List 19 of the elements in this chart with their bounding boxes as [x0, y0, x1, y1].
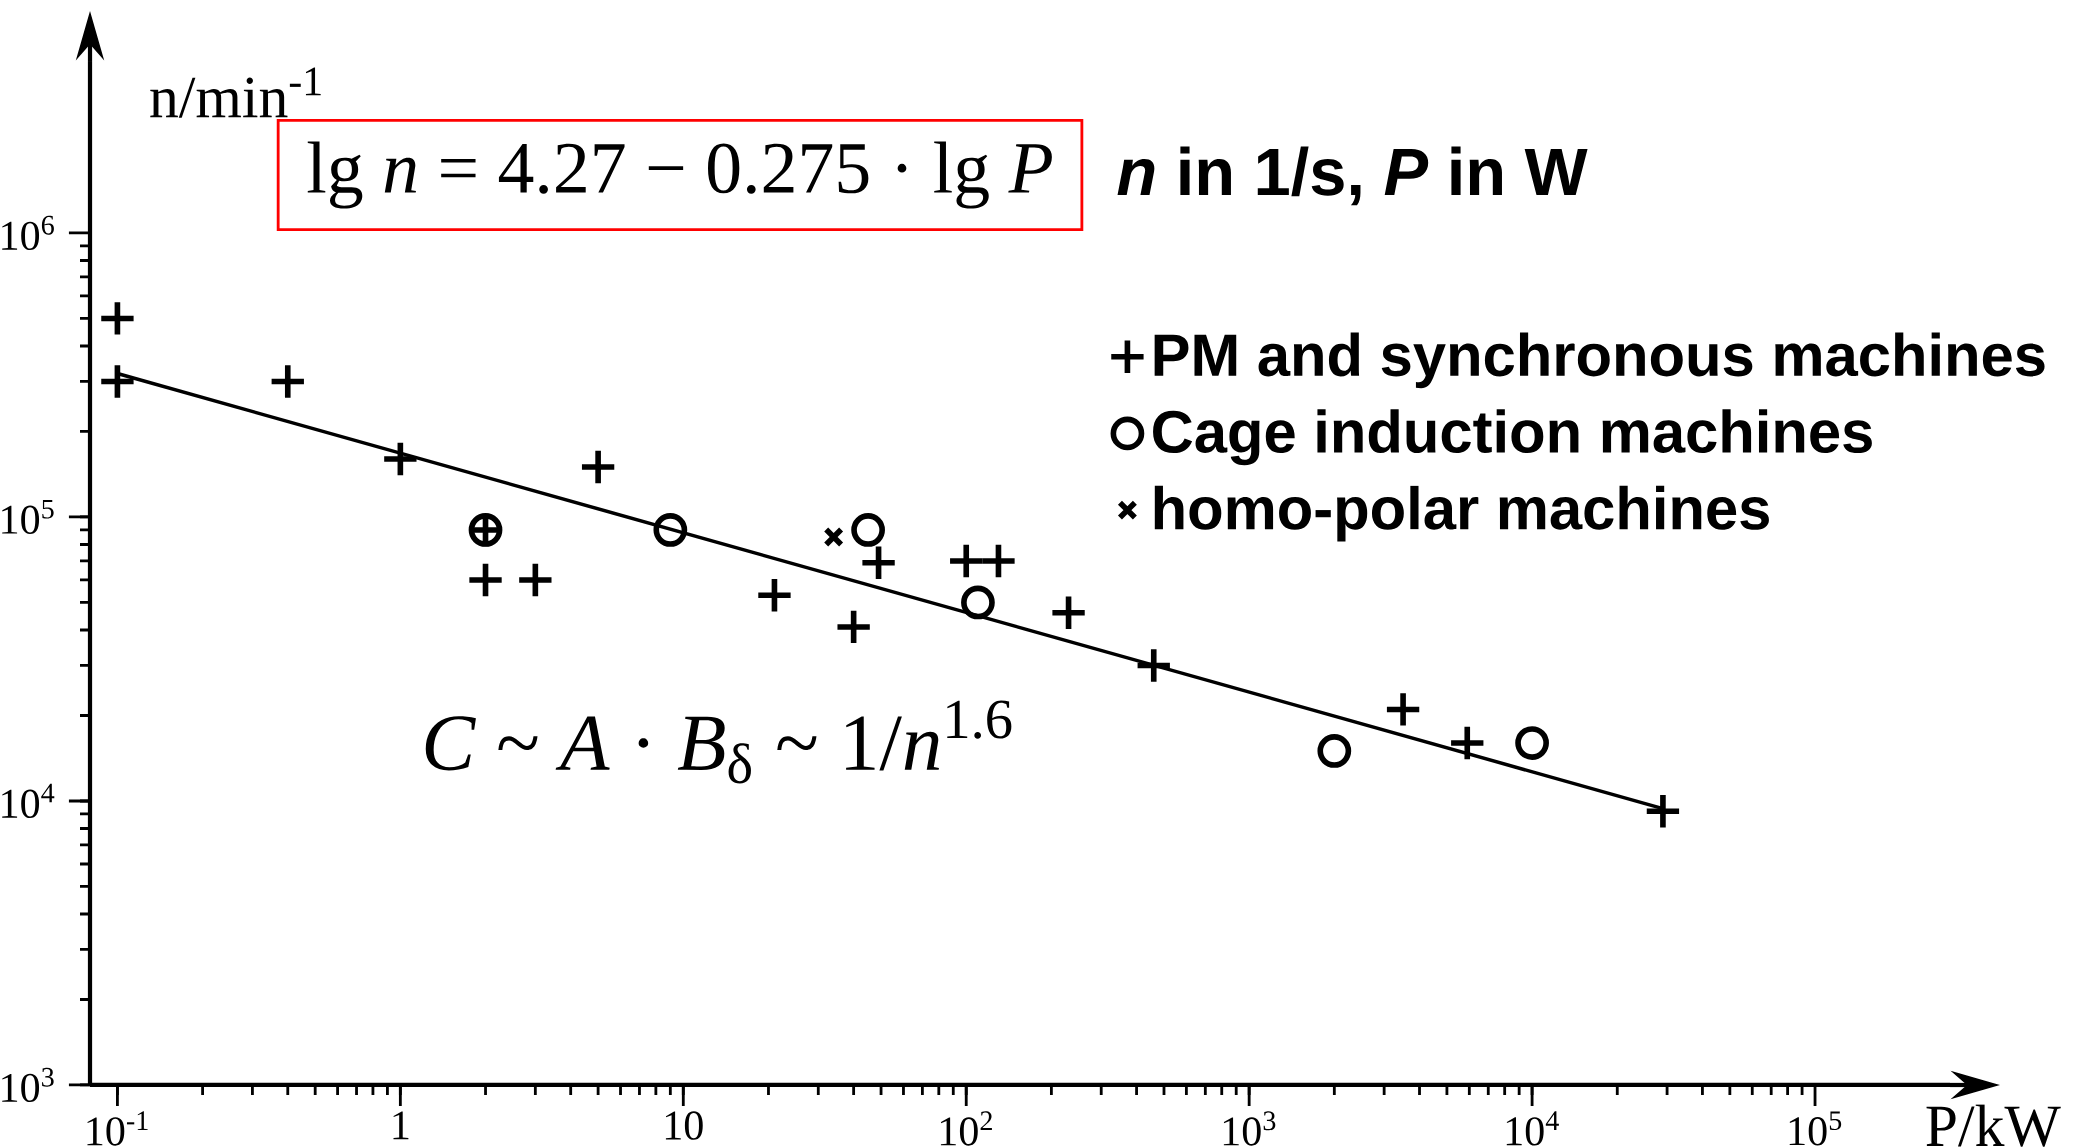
annotation: lg n = 4.27 − 0.275 · lg P [307, 141, 1052, 209]
legend-label: Cage induction machines [1153, 409, 1872, 466]
annotation: n in 1/s, P in W [1117, 146, 1588, 206]
y-axis-title: n/min$^{-1}$ [150, 67, 321, 118]
x-tick-label: 10$^{4}$ [1506, 1111, 1559, 1146]
x-axis-title: P/kW [1926, 1104, 2061, 1147]
y-tick-label: 10$^{4}$ [2, 783, 55, 819]
x-tick-label: 1 [393, 1111, 409, 1140]
x-tick-label: 10 [665, 1111, 703, 1140]
legend-label: homo-polar machines [1154, 485, 1769, 542]
legend-label: PM and synchronous machines [1154, 332, 2045, 389]
x-tick-label: 10$^{3}$ [1223, 1111, 1276, 1146]
y-tick-label: 10$^{5}$ [2, 499, 54, 534]
x-tick-label: 10$^{2}$ [940, 1111, 992, 1146]
y-tick-label: 10$^{3}$ [2, 1067, 54, 1103]
x-tick-label: 10$^{-1}$ [87, 1111, 148, 1146]
y-tick-label: 10$^{6}$ [2, 215, 54, 251]
x-tick-label: 10$^{5}$ [1789, 1111, 1842, 1146]
text: C ~ A · B$_{δ}$ ~ 1/n$^{1.6}$ [425, 700, 1012, 784]
